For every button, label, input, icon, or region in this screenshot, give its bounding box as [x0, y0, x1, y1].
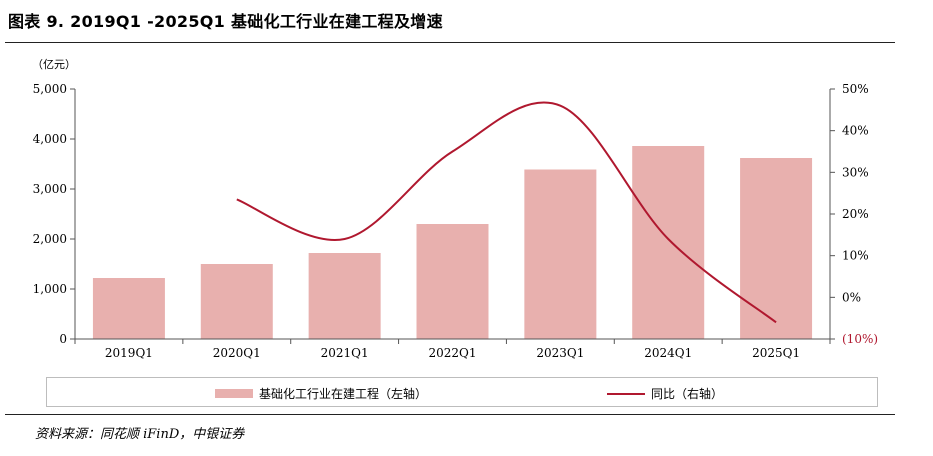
x-tick-label: 2021Q1 — [321, 346, 369, 360]
legend-item-line: 同比（右轴） — [607, 385, 723, 402]
source-divider — [5, 414, 895, 415]
bar-2021Q1 — [308, 253, 381, 339]
bar-2022Q1 — [416, 224, 489, 339]
title-divider — [5, 42, 895, 43]
x-tick-label: 2024Q1 — [644, 346, 692, 360]
y-axis-unit-label: （亿元） — [32, 58, 76, 71]
legend-bar-label: 基础化工行业在建工程（左轴） — [259, 387, 428, 401]
x-tick-label: 2025Q1 — [752, 346, 800, 360]
legend-item-bar: 基础化工行业在建工程（左轴） — [215, 385, 427, 402]
bar-2024Q1 — [632, 146, 705, 339]
x-tick-label: 2019Q1 — [105, 346, 153, 360]
right-tick-label: 10% — [842, 249, 869, 263]
left-axis: 0 1,000 2,000 3,000 4,000 5,000 — [33, 82, 75, 346]
left-tick-label: 2,000 — [33, 232, 67, 246]
right-tick-label: 0% — [842, 290, 861, 304]
source-note: 资料来源：同花顺 iFinD，中银证券 — [35, 427, 245, 442]
left-tick-label: 5,000 — [33, 82, 67, 96]
x-tick-label: 2020Q1 — [213, 346, 261, 360]
left-tick-label: 1,000 — [33, 282, 67, 296]
right-tick-label: 50% — [842, 82, 869, 96]
left-tick-label: 3,000 — [33, 182, 67, 196]
legend-line-swatch — [607, 392, 645, 395]
bar-2025Q1 — [740, 158, 813, 339]
right-tick-label: 30% — [842, 165, 869, 179]
yoy-line-series — [236, 101, 777, 324]
left-tick-label: 0 — [59, 332, 67, 346]
legend-bar-swatch — [215, 389, 253, 398]
chart-title: 图表 9. 2019Q1 -2025Q1 基础化工行业在建工程及增速 — [8, 12, 443, 31]
bar-series — [92, 146, 813, 339]
right-tick-label: 20% — [842, 207, 869, 221]
bar-2020Q1 — [200, 264, 273, 339]
chart-area: （亿元） 0 1,000 2,000 3,000 4,000 5,000 (10%) 0% 1… — [32, 58, 878, 360]
right-tick-label: 40% — [842, 124, 869, 138]
legend-line-label: 同比（右轴） — [651, 387, 724, 401]
left-tick-label: 4,000 — [33, 132, 67, 146]
x-tick-label: 2022Q1 — [428, 346, 476, 360]
legend: 基础化工行业在建工程（左轴） 同比（右轴） — [46, 377, 878, 407]
right-axis: (10%) 0% 10% 20% 30% 40% 50% — [830, 82, 878, 346]
right-tick-label: (10%) — [842, 332, 878, 346]
x-axis: 2019Q1 2020Q1 2021Q1 2022Q1 2023Q1 2024Q1 2025… — [74, 339, 831, 360]
bar-2019Q1 — [92, 278, 165, 339]
x-tick-label: 2023Q1 — [536, 346, 584, 360]
bar-2023Q1 — [524, 169, 597, 339]
